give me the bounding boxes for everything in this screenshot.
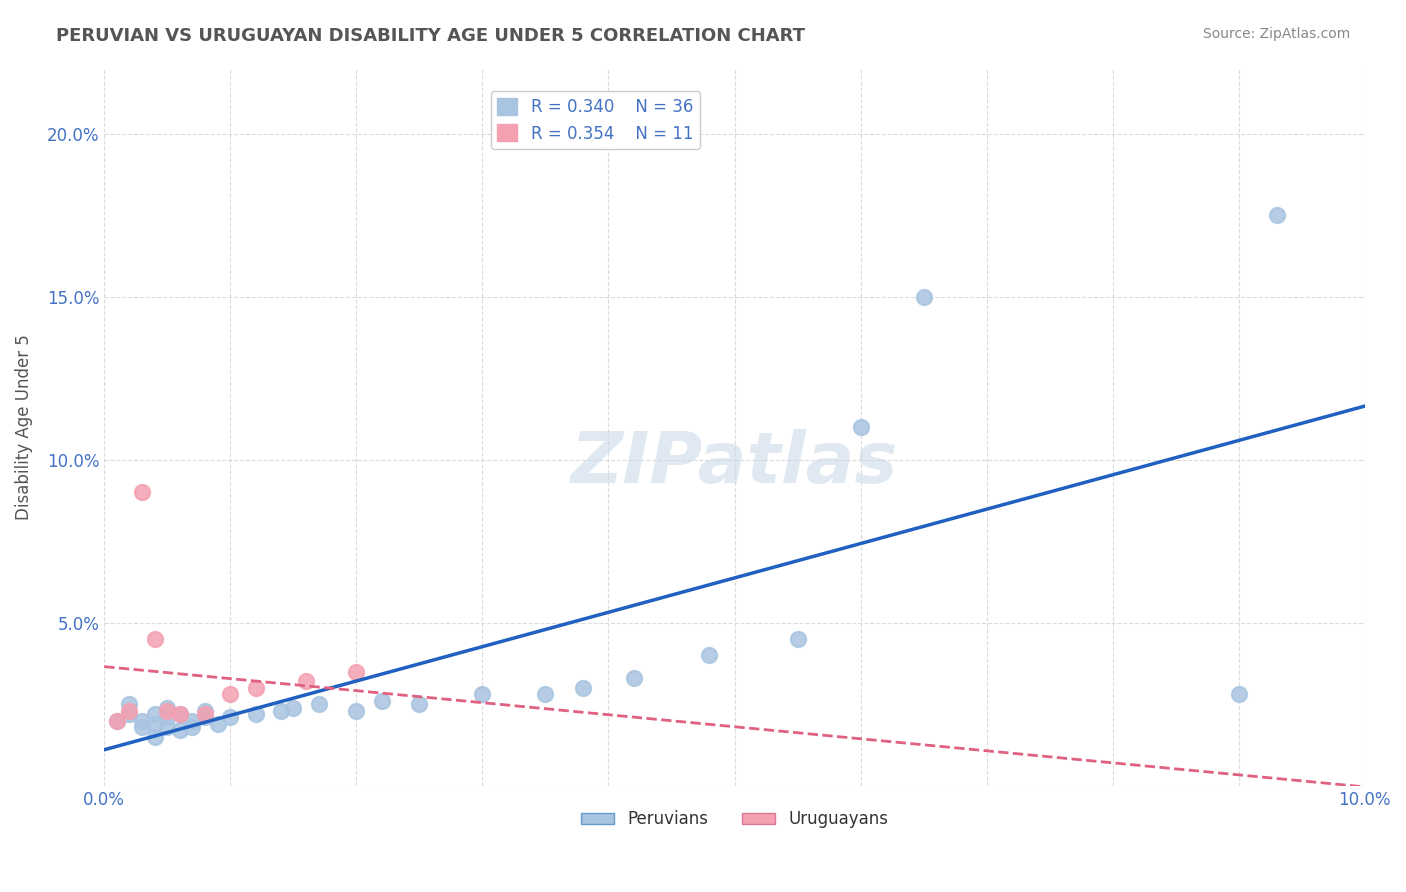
Point (786, 632, 808, 646)
Point (295, 674, 318, 689)
Point (156, 700, 179, 714)
Point (308, 698, 330, 712)
Point (169, 707, 191, 722)
Text: PERUVIAN VS URUGUAYAN DISABILITY AGE UNDER 5 CORRELATION CHART: PERUVIAN VS URUGUAYAN DISABILITY AGE UND… (56, 27, 806, 45)
Point (697, 648, 720, 663)
Point (572, 681, 595, 695)
Point (169, 723, 191, 738)
Point (471, 688, 494, 702)
Point (194, 704, 217, 718)
Point (219, 710, 242, 724)
Point (344, 704, 367, 718)
Point (270, 704, 292, 718)
Point (143, 707, 166, 722)
Point (105, 714, 128, 728)
Point (156, 704, 179, 718)
Point (370, 694, 392, 708)
Point (207, 716, 229, 731)
Point (534, 688, 557, 702)
Point (156, 710, 179, 724)
Point (1265, 208, 1288, 222)
Text: ZIPatlas: ZIPatlas (571, 428, 898, 498)
Point (344, 665, 367, 679)
Point (143, 716, 166, 731)
Point (245, 707, 267, 722)
Point (181, 720, 204, 734)
Point (194, 707, 217, 722)
Point (219, 688, 242, 702)
Point (143, 632, 166, 646)
Point (623, 671, 645, 685)
Point (912, 290, 935, 304)
Legend: Peruvians, Uruguayans: Peruvians, Uruguayans (574, 804, 896, 835)
Point (194, 710, 217, 724)
Point (118, 704, 141, 718)
Point (143, 730, 166, 744)
Point (131, 485, 153, 500)
Point (105, 714, 128, 728)
Point (245, 681, 267, 695)
Point (169, 707, 191, 722)
Y-axis label: Disability Age Under 5: Disability Age Under 5 (15, 334, 32, 520)
Point (156, 720, 179, 734)
Point (408, 698, 430, 712)
Point (181, 714, 204, 728)
Text: Source: ZipAtlas.com: Source: ZipAtlas.com (1202, 27, 1350, 41)
Point (118, 707, 141, 722)
Point (283, 700, 305, 714)
Point (1227, 688, 1250, 702)
Point (118, 698, 141, 712)
Point (849, 420, 872, 434)
Point (131, 714, 153, 728)
Point (131, 720, 153, 734)
